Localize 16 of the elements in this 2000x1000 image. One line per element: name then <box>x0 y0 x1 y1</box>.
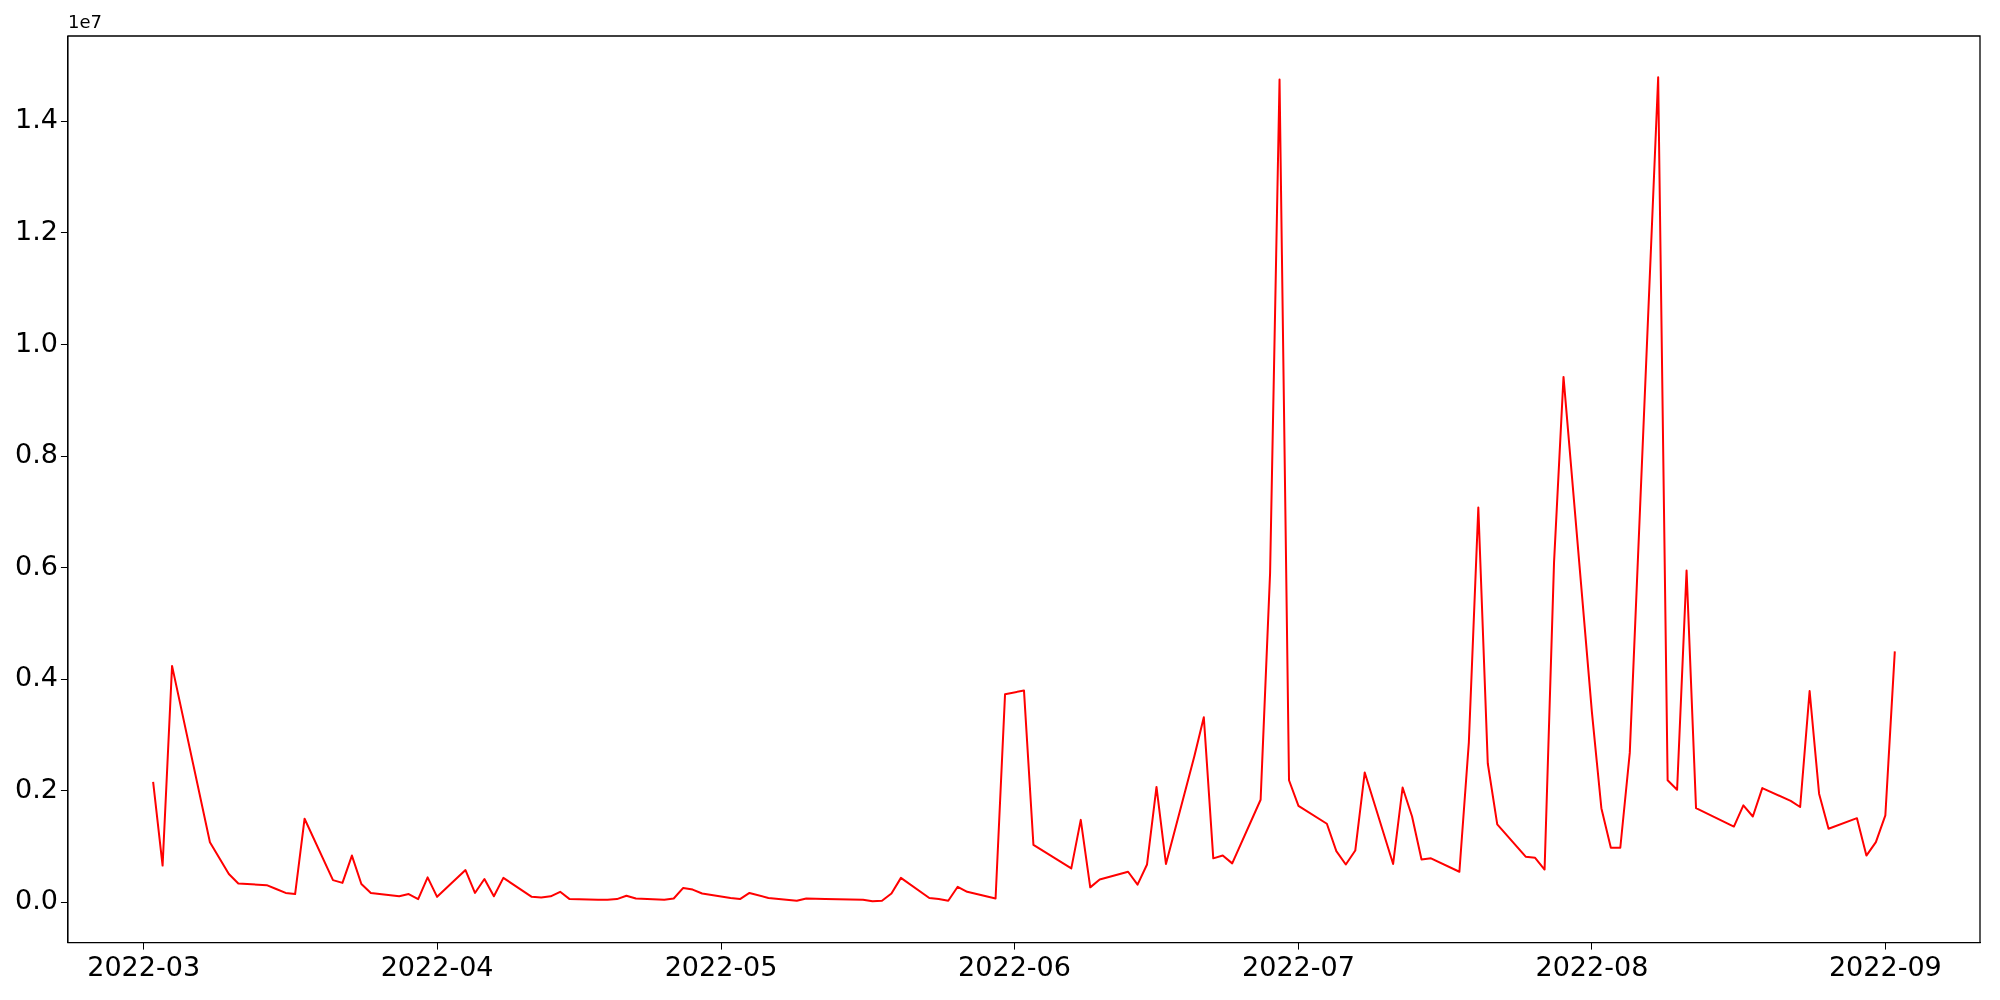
x-tick-label: 2022-06 <box>958 950 1071 982</box>
x-tick-label: 2022-09 <box>1828 950 1942 982</box>
x-tick-label: 2022-05 <box>664 950 778 982</box>
y-tick-label: 0.0 <box>14 884 58 916</box>
y-tick-label: 0.8 <box>14 438 58 470</box>
y-tick-label: 1.4 <box>14 103 58 135</box>
y-tick-label: 1.0 <box>14 326 58 358</box>
x-tick-label: 2022-03 <box>87 950 201 982</box>
y-tick-label: 1.2 <box>14 214 58 246</box>
x-tick-label: 2022-04 <box>380 950 494 982</box>
text: 1e7 <box>67 10 102 32</box>
y-tick-label: 0.2 <box>14 772 58 804</box>
y-tick-label: 0.6 <box>14 549 58 581</box>
x-tick-label: 2022-08 <box>1535 950 1649 982</box>
y-tick-label: 0.4 <box>14 661 58 693</box>
x-tick-label: 2022-07 <box>1242 950 1355 982</box>
